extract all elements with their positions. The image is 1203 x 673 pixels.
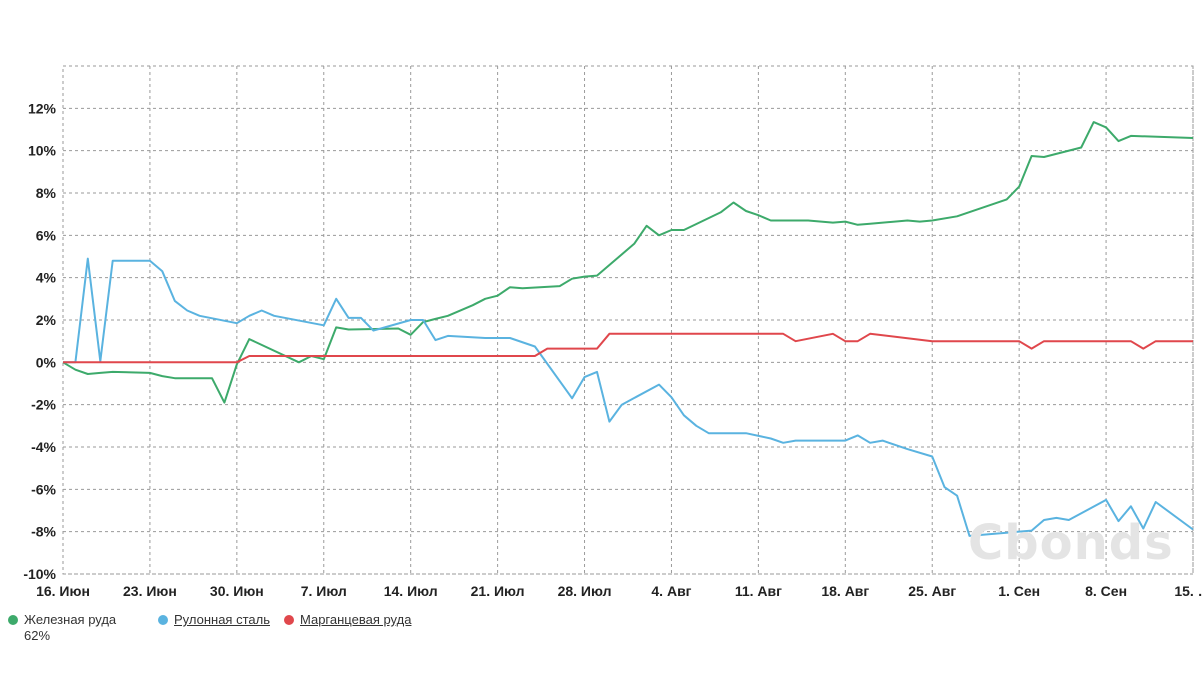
x-tick-label: 11. Авг (735, 583, 782, 599)
x-tick-label: 23. Июн (123, 583, 177, 599)
legend-item-coil-steel[interactable]: Рулонная сталь (158, 612, 270, 628)
series-line-0 (62, 121, 1194, 404)
x-tick-label: 15. … (1174, 583, 1203, 599)
x-tick-label: 18. Авг (821, 583, 869, 599)
x-tick-label: 8. Сен (1085, 583, 1127, 599)
y-tick-label: 12% (28, 100, 57, 116)
y-tick-label: -6% (31, 481, 56, 497)
series-line-2 (63, 332, 1193, 364)
x-tick-label: 4. Авг (651, 583, 691, 599)
x-tick-label: 28. Июл (558, 583, 612, 599)
x-tick-label: 14. Июл (384, 583, 438, 599)
y-tick-label: -2% (31, 397, 56, 413)
series-group (62, 121, 1194, 537)
x-tick-label: 7. Июл (301, 583, 347, 599)
legend-item-manganese-ore[interactable]: Марганцевая руда (284, 612, 411, 628)
legend-dot-icon (158, 615, 168, 625)
y-axis: 12% 10% 8% 6% 4% 2% 0% -2% -4% -6% -8% -10% (23, 100, 56, 582)
y-tick-label: 4% (36, 270, 57, 286)
x-tick-label: 16. Июн (36, 583, 90, 599)
legend-label: Железная руда 62% (24, 612, 117, 643)
x-tick-label: 25. Авг (908, 583, 956, 599)
series-line-1 (63, 257, 1194, 537)
y-tick-label: 8% (36, 185, 57, 201)
x-tick-label: 21. Июл (471, 583, 525, 599)
watermark-logo: Cbonds (968, 515, 1174, 571)
y-tick-label: 6% (36, 227, 57, 243)
legend-dot-icon (284, 615, 294, 625)
legend-item-iron-ore[interactable]: Железная руда 62% (8, 612, 144, 644)
x-tick-label: 1. Сен (998, 583, 1040, 599)
y-tick-label: 10% (28, 143, 57, 159)
legend: Железная руда 62% Рулонная сталь Марганц… (8, 612, 1198, 652)
y-tick-label: 0% (36, 354, 57, 370)
x-tick-label: 30. Июн (210, 583, 264, 599)
legend-label: Марганцевая руда (300, 612, 412, 627)
y-tick-label: -4% (31, 439, 56, 455)
x-axis: 16. Июн 23. Июн 30. Июн 7. Июл 14. Июл 21. Ию… (36, 583, 1203, 599)
grid (62, 65, 1194, 575)
y-tick-label: 2% (36, 312, 57, 328)
legend-label: Рулонная сталь (174, 612, 270, 627)
y-tick-label: -10% (23, 566, 56, 582)
y-tick-label: -8% (31, 524, 56, 540)
legend-dot-icon (8, 615, 18, 625)
